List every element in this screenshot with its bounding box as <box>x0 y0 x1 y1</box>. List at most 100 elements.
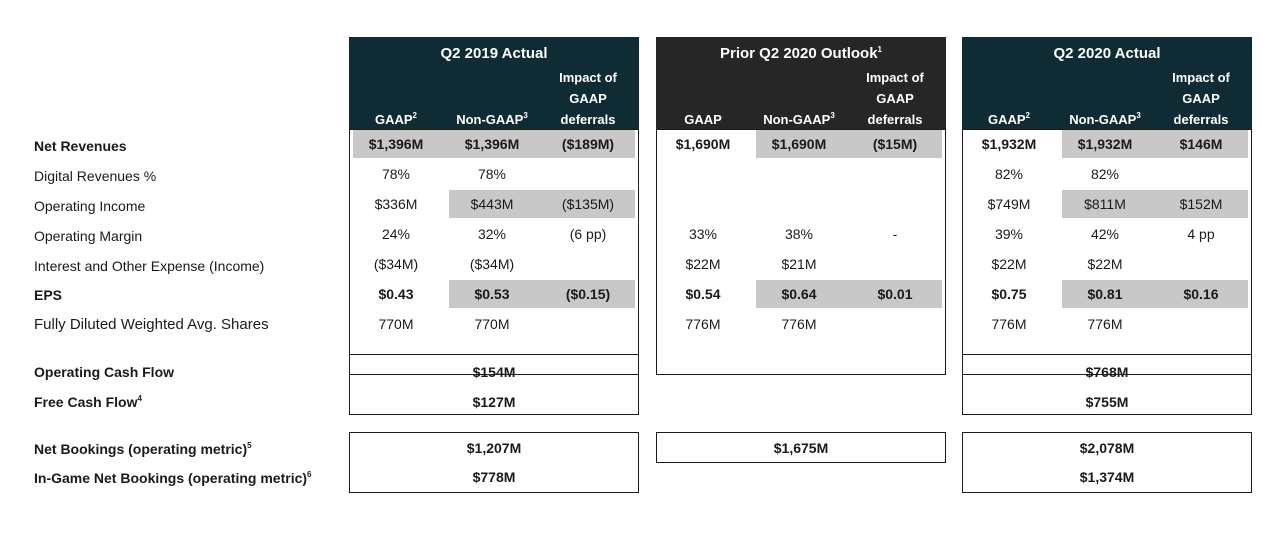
column-header: GAAP <box>684 112 722 127</box>
cell-operating-margin: 42% <box>1090 226 1120 242</box>
footnote-marker: 3 <box>1136 111 1141 120</box>
panel-title: Q2 2020 Actual <box>1053 45 1161 62</box>
cell-net-revenues: $1,396M <box>368 136 424 152</box>
cell-shares <box>1158 309 1244 339</box>
shaded-band <box>449 280 635 308</box>
cell-digital-revenues: 82% <box>994 166 1024 182</box>
cell-net-revenues: $1,932M <box>981 136 1037 152</box>
column-header: Impact of GAAP deferrals <box>866 70 924 127</box>
cell-interest-expense: $22M <box>685 256 721 272</box>
net-bookings-value: $1,207M <box>466 440 522 456</box>
panel-header: Prior Q2 2020 Outlook1 GAAP Non-GAAP3 Impac… <box>656 37 946 129</box>
row-label-operating-cash-flow: Operating Cash Flow <box>34 364 175 380</box>
row-label-operating-margin: Operating Margin <box>34 228 143 244</box>
panel-title: Q2 2019 Actual <box>440 45 548 62</box>
panel-body <box>962 129 1252 375</box>
net-bookings-value: $2,078M <box>1079 440 1135 456</box>
cell-net-revenues: ($189M) <box>561 136 615 152</box>
cell-digital-revenues <box>545 159 631 189</box>
cell-digital-revenues: 78% <box>477 166 507 182</box>
footnote-marker: 4 <box>137 394 142 403</box>
row-label-free-cash-flow: Free Cash Flow4 <box>34 394 142 410</box>
cell-net-revenues: $146M <box>1179 136 1223 152</box>
net-bookings-value: $1,675M <box>773 440 829 456</box>
cell-operating-margin: 4 pp <box>1187 226 1215 242</box>
cell-eps: $0.16 <box>1183 286 1219 302</box>
cell-operating-income <box>852 189 938 219</box>
bookings-box: $1,207M $778M <box>349 432 639 493</box>
panel-title: Prior Q2 2020 Outlook1 <box>719 45 882 62</box>
shaded-band <box>353 130 635 158</box>
cell-net-revenues: ($15M) <box>872 136 918 152</box>
cell-shares: 776M <box>991 316 1027 332</box>
shaded-band <box>1062 280 1248 308</box>
ingame-bookings-value: $1,374M <box>1079 469 1135 485</box>
cell-eps: $0.64 <box>781 286 817 302</box>
operating-cash-flow-value: $154M <box>472 364 516 380</box>
footnote-marker: 3 <box>830 111 835 120</box>
cell-digital-revenues <box>1158 159 1244 189</box>
cell-eps: ($0.15) <box>565 286 611 302</box>
bookings-box: $2,078M $1,374M <box>962 432 1252 493</box>
shaded-band <box>1062 190 1248 218</box>
footnote-marker: 1 <box>877 45 882 54</box>
row-label-shares: Fully Diluted Weighted Avg. Shares <box>34 316 269 333</box>
cell-operating-margin: (6 pp) <box>569 226 607 242</box>
cell-eps: $0.43 <box>378 286 414 302</box>
cell-eps: $0.01 <box>877 286 913 302</box>
cash-flow-box: $154M $127M <box>349 354 639 415</box>
cell-operating-margin: 32% <box>477 226 507 242</box>
cell-net-revenues: $1,690M <box>675 136 731 152</box>
cell-operating-income <box>756 189 842 219</box>
cell-operating-margin: 39% <box>994 226 1024 242</box>
row-label-interest-expense: Interest and Other Expense (Income) <box>34 258 265 274</box>
shaded-band <box>1062 130 1248 158</box>
cell-shares: 776M <box>1087 316 1123 332</box>
cell-digital-revenues <box>852 159 938 189</box>
cell-digital-revenues <box>660 159 746 189</box>
cell-operating-income <box>660 189 746 219</box>
cell-shares: 776M <box>685 316 721 332</box>
shaded-band <box>449 190 635 218</box>
cell-operating-margin: - <box>892 226 898 242</box>
cell-interest-expense <box>545 249 631 279</box>
cell-interest-expense <box>1158 249 1244 279</box>
cell-eps: $0.53 <box>474 286 510 302</box>
cell-shares <box>545 309 631 339</box>
column-header: GAAP2 <box>374 111 417 128</box>
column-header: Impact of GAAP deferrals <box>559 70 617 127</box>
cell-shares <box>852 309 938 339</box>
cell-net-revenues: $1,690M <box>771 136 827 152</box>
cell-shares: 770M <box>378 316 414 332</box>
panel-body <box>349 129 639 375</box>
row-label-net-bookings: Net Bookings (operating metric)5 <box>34 441 252 457</box>
cell-digital-revenues <box>756 159 842 189</box>
bookings-box: $1,675M <box>656 432 946 463</box>
footnote-marker: 3 <box>523 111 528 120</box>
footnote-marker: 5 <box>247 441 252 450</box>
cell-operating-margin: 33% <box>688 226 718 242</box>
cell-interest-expense <box>852 249 938 279</box>
cell-digital-revenues: 82% <box>1090 166 1120 182</box>
column-header: Non-GAAP3 <box>763 111 835 128</box>
row-label-digital-revenues: Digital Revenues % <box>34 168 157 184</box>
cell-operating-income: $811M <box>1084 196 1126 212</box>
panel-header: Q2 2020 Actual GAAP2 Non-GAAP3 Impact of GAA… <box>962 37 1252 129</box>
operating-cash-flow-value: $768M <box>1085 364 1129 380</box>
column-header: Non-GAAP3 <box>456 111 528 128</box>
row-label-net-revenues: Net Revenues <box>34 138 127 154</box>
cell-operating-income: $443M <box>470 196 514 212</box>
cell-operating-income: $749M <box>987 196 1031 212</box>
row-label-ingame-bookings: In-Game Net Bookings (operating metric)6 <box>34 470 312 486</box>
ingame-bookings-value: $778M <box>472 469 516 485</box>
cell-operating-income: ($135M) <box>561 196 615 212</box>
cell-operating-margin: 38% <box>784 226 814 242</box>
column-header: Impact of GAAP deferrals <box>1172 70 1230 127</box>
cell-interest-expense: ($34M) <box>373 256 419 272</box>
free-cash-flow-value: $127M <box>472 394 516 410</box>
cell-net-revenues: $1,396M <box>464 136 520 152</box>
column-header: GAAP2 <box>987 111 1030 128</box>
cell-eps: $0.54 <box>685 286 721 302</box>
cash-flow-box: $768M $755M <box>962 354 1252 415</box>
cell-shares: 770M <box>474 316 510 332</box>
